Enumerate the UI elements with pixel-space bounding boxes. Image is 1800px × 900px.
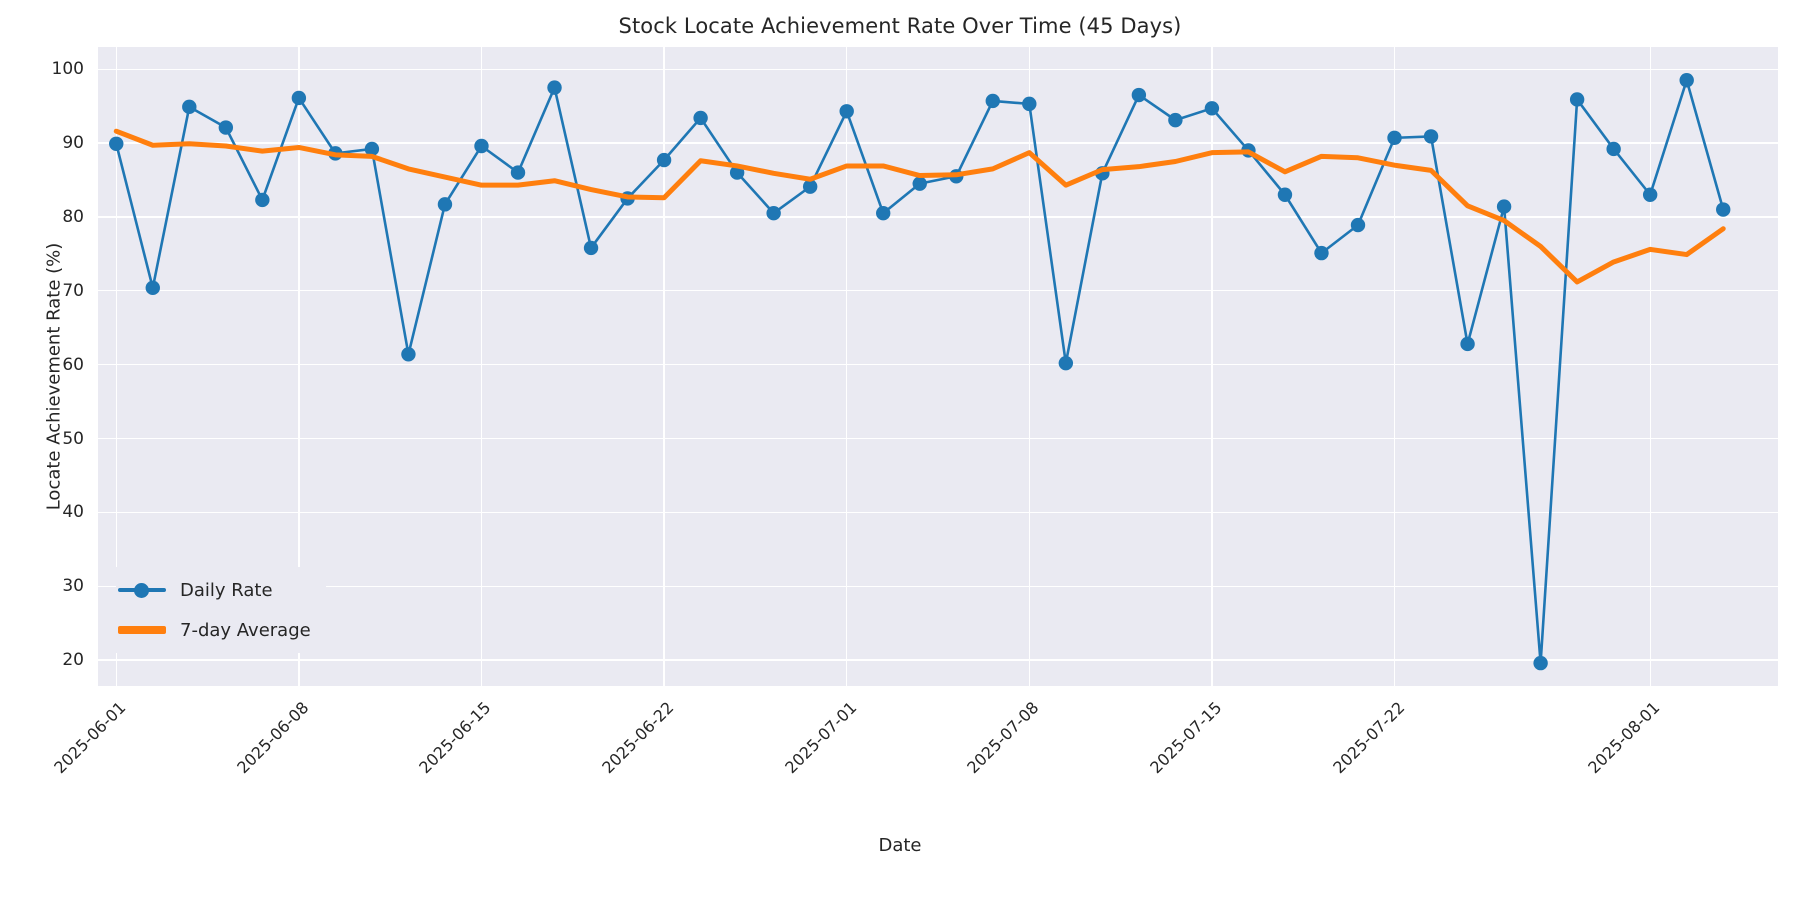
y-tick-label: 80 [62, 206, 84, 227]
data-point [1168, 112, 1183, 128]
series-svg [109, 73, 1731, 671]
data-point [1606, 141, 1621, 157]
data-point [1022, 96, 1037, 112]
x-tick-label: 2025-06-22 [598, 698, 678, 778]
data-point [1533, 655, 1548, 671]
gridline-vertical [663, 47, 665, 686]
data-point [1058, 355, 1074, 371]
data-point [109, 136, 124, 151]
chart-title: Stock Locate Achievement Rate Over Time … [618, 14, 1182, 38]
chart-legend[interactable]: Daily Rate 7-day Average [116, 567, 326, 653]
data-point [510, 165, 526, 180]
data-point [1350, 217, 1366, 233]
gridline-vertical [1028, 47, 1030, 686]
series-line-7-day-average [113, 128, 1726, 285]
legend-label-daily-rate: Daily Rate [180, 579, 273, 601]
gridline-vertical [115, 47, 117, 686]
data-point [547, 80, 562, 95]
gridline-horizontal [98, 511, 1778, 514]
plot-area: Daily Rate 7-day Average [98, 47, 1778, 686]
legend-item-7day-average[interactable]: 7-day Average [116, 613, 311, 647]
data-point [1460, 336, 1475, 352]
gridline-vertical [846, 47, 848, 686]
gridline-horizontal [98, 437, 1778, 440]
x-tick-label: 2025-07-01 [780, 698, 861, 778]
x-tick-label: 2025-07-15 [1146, 698, 1226, 778]
data-point [912, 176, 927, 191]
gridline-vertical [298, 47, 300, 686]
data-point [839, 104, 854, 119]
x-tick-label: 2025-06-01 [50, 698, 130, 778]
y-tick-label: 50 [62, 428, 84, 449]
data-point [401, 347, 416, 362]
data-point [1496, 199, 1512, 214]
legend-item-daily-rate[interactable]: Daily Rate [116, 573, 273, 607]
x-axis-label: Date [878, 835, 922, 856]
data-point [1387, 130, 1402, 146]
legend-swatch-7day-average [116, 613, 168, 647]
data-point [1679, 73, 1694, 88]
data-point [1569, 92, 1585, 107]
data-point [693, 110, 708, 126]
gridline-vertical [480, 47, 483, 686]
gridline-horizontal [98, 659, 1778, 661]
gridline-horizontal [98, 142, 1778, 144]
x-tick-label: 2025-08-01 [1584, 698, 1664, 778]
legend-label-7day-average: 7-day Average [180, 619, 311, 641]
data-point [218, 120, 234, 135]
series-canvas [98, 47, 1778, 686]
y-tick-label: 30 [62, 576, 84, 597]
data-point [583, 240, 599, 256]
x-tick-label: 2025-07-22 [1328, 698, 1408, 778]
data-point [474, 138, 489, 154]
gridline-horizontal [98, 216, 1778, 218]
data-point [364, 141, 380, 157]
gridline-horizontal [98, 585, 1778, 587]
data-point [802, 179, 818, 194]
data-point [1131, 87, 1147, 103]
gridline-vertical [1211, 47, 1213, 686]
gridline-vertical [1649, 47, 1651, 686]
gridline-horizontal [98, 68, 1778, 70]
data-point [1716, 202, 1731, 217]
y-tick-label: 20 [62, 650, 84, 671]
y-tick-label: 70 [62, 280, 84, 301]
gridline-vertical [1393, 47, 1396, 686]
series-line-daily-rate [114, 78, 1725, 665]
data-point [1642, 187, 1658, 202]
y-axis-label: Locate Achievement Rate (%) [43, 242, 65, 511]
y-tick-label: 90 [62, 133, 84, 154]
data-point [1423, 129, 1439, 144]
data-point [291, 90, 307, 106]
data-point [145, 280, 160, 296]
x-tick-label: 2025-07-08 [963, 698, 1043, 778]
data-point [437, 197, 453, 212]
gridline-horizontal [98, 290, 1778, 292]
data-point [182, 99, 197, 115]
data-point [1314, 245, 1329, 261]
y-tick-label: 40 [62, 502, 84, 523]
y-tick-label: 60 [62, 354, 84, 375]
y-tick-label: 100 [51, 59, 84, 80]
x-tick-label: 2025-06-08 [233, 698, 313, 778]
x-tick-label: 2025-06-15 [415, 698, 495, 778]
data-point [985, 93, 1000, 109]
data-point [876, 206, 891, 221]
data-point [766, 206, 781, 221]
legend-swatch-daily-rate [116, 573, 168, 607]
data-point [255, 192, 270, 208]
data-point [1204, 101, 1220, 116]
data-point [656, 152, 672, 168]
data-point [1277, 187, 1293, 202]
gridline-horizontal [98, 364, 1778, 366]
